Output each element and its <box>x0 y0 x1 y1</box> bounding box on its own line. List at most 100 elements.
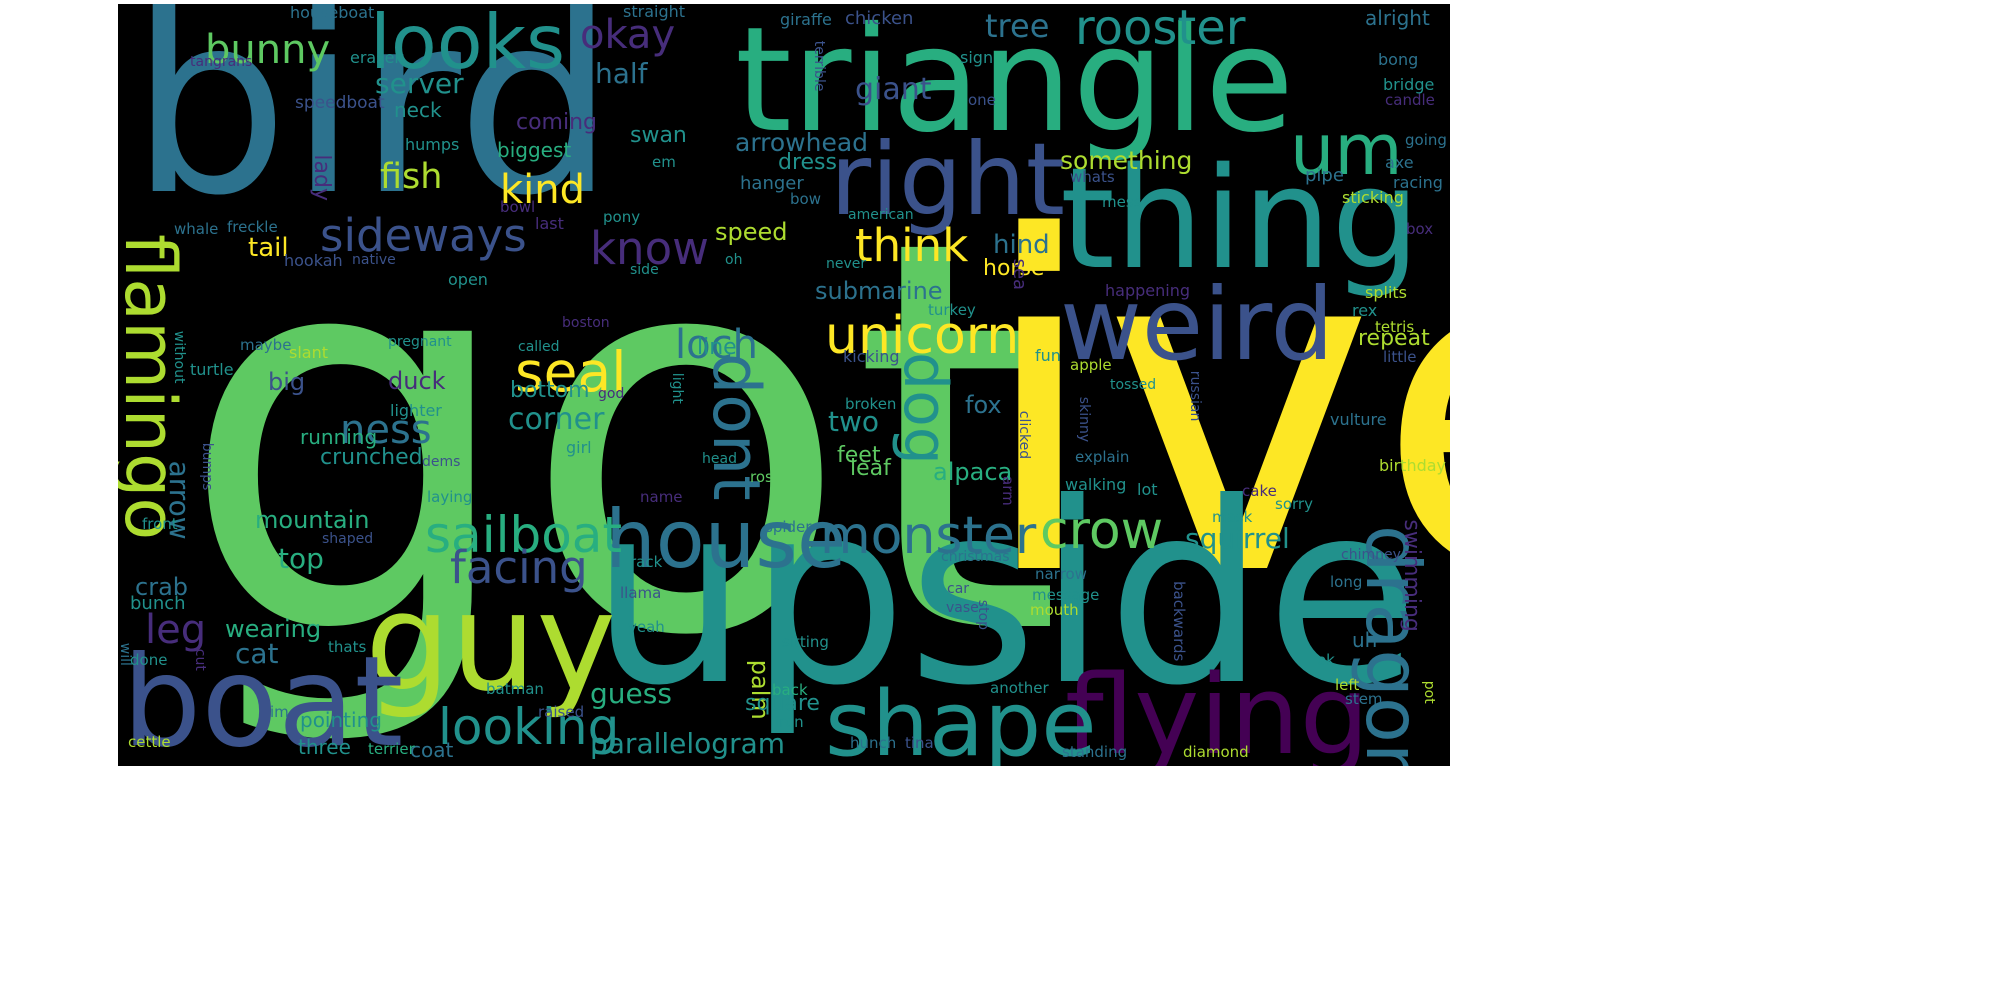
word-lady: lady <box>309 154 334 201</box>
word-ok: ok <box>1317 651 1335 669</box>
word-freckle: freckle <box>227 218 278 236</box>
word-hookah: hookah <box>284 251 343 270</box>
word-lot: lot <box>1137 480 1158 499</box>
word-name: name <box>640 488 683 506</box>
word-think: think <box>855 219 969 272</box>
word-pregnant: pregnant <box>388 334 452 350</box>
word-submarine: submarine <box>815 277 943 305</box>
word-whale: whale <box>174 220 219 238</box>
word-turtle: turtle <box>190 360 234 379</box>
word-top: top <box>278 542 324 575</box>
word-birthday: birthday <box>1379 456 1447 475</box>
word-chimney: chimney <box>1341 547 1401 563</box>
word-bridge: bridge <box>1383 75 1435 94</box>
word-two: two <box>828 405 880 438</box>
word-big: big <box>268 368 306 396</box>
word-bowl: bowl <box>500 198 536 216</box>
word-slant: slant <box>289 343 328 362</box>
word-fox: fox <box>965 391 1002 419</box>
word-three: three <box>298 735 351 759</box>
word-coat: coat <box>410 738 454 762</box>
word-standing: standing <box>1062 743 1128 761</box>
word-mountain: mountain <box>255 506 370 534</box>
word-stem: stem <box>1345 690 1383 708</box>
word-broken: broken <box>845 395 897 413</box>
word-shape: shape <box>825 672 1097 767</box>
word-iron: iron <box>775 713 804 731</box>
word-duck: duck <box>388 367 446 395</box>
word-um: um <box>1290 109 1403 191</box>
word-tina: tina <box>905 734 934 752</box>
word-dress: dress <box>778 150 837 175</box>
word-kind: kind <box>500 167 586 213</box>
word-weird: weird <box>1060 266 1334 383</box>
word-got: got <box>178 126 1063 754</box>
word-cut: cut <box>192 648 208 671</box>
word-looking: looking <box>438 698 620 756</box>
word-okay: okay <box>580 12 676 58</box>
word-upside: upside <box>590 449 1420 740</box>
word-open: open <box>448 270 488 289</box>
word-american: american <box>848 207 914 223</box>
word-native: native <box>352 252 396 268</box>
word-loch: loch <box>675 322 758 368</box>
word-know: know <box>590 222 709 275</box>
word-hind: hind <box>993 230 1050 260</box>
word-fun: fun <box>1035 346 1061 365</box>
word-giant: giant <box>855 72 932 107</box>
word-neck: neck <box>394 98 442 122</box>
word-hanger: hanger <box>740 173 804 194</box>
word-spider: spider <box>765 518 812 536</box>
word-something: something <box>1060 146 1193 175</box>
word-unicorn: unicorn <box>825 306 1020 366</box>
word-lighter: lighter <box>390 401 442 420</box>
word-bunch: bunch <box>130 593 186 614</box>
word-crunched: crunched <box>320 445 423 470</box>
word-skinny: skinny <box>1076 396 1092 443</box>
word-thing: thing <box>1060 138 1421 301</box>
word-clicked: clicked <box>1016 410 1032 460</box>
word-alpaca: alpaca <box>933 458 1013 486</box>
word-bottom: bottom <box>510 378 590 403</box>
word-sailboat: sailboat <box>425 506 623 564</box>
word-terrier: terrier <box>368 740 415 758</box>
word-vulture: vulture <box>1330 410 1387 429</box>
word-bird: bird <box>130 4 616 250</box>
word-racing: racing <box>1393 173 1443 192</box>
word-crab: crab <box>135 573 189 601</box>
word-monster: monster <box>820 506 1037 566</box>
word-splits: splits <box>1365 283 1407 302</box>
word-chicken: chicken <box>845 8 914 29</box>
word-parallelogram: parallelogram <box>590 727 786 760</box>
word-feet: feet <box>837 443 881 468</box>
word-em: em <box>652 153 676 171</box>
word-corner: corner <box>508 402 605 437</box>
word-fish: fish <box>380 157 443 197</box>
word-square: square <box>745 691 820 716</box>
word-kicking: kicking <box>843 347 900 366</box>
word-rose: rose <box>750 468 783 486</box>
word-guess: guess <box>590 677 672 710</box>
word-tossed: tossed <box>1110 377 1157 393</box>
word-last: last <box>535 214 564 233</box>
word-whats: whats <box>1070 168 1115 186</box>
word-raised: raised <box>538 703 585 721</box>
word-alright: alright <box>1365 6 1430 30</box>
word-turkey: turkey <box>928 301 976 319</box>
word-terrible: terrible <box>811 40 827 92</box>
word-diamond: diamond <box>1183 743 1249 761</box>
word-rex: rex <box>1352 301 1378 320</box>
word-sign: sign <box>960 48 994 67</box>
word-squirrel: squirrel <box>1185 522 1290 555</box>
word-llama: llama <box>620 584 662 602</box>
word-swan: swan <box>630 123 687 148</box>
word-speedboat: speedboat <box>295 93 385 113</box>
word-rooster: rooster <box>1075 4 1246 56</box>
word-house: house <box>605 493 847 586</box>
word-rack: rack <box>630 553 663 571</box>
word-facing: facing <box>450 541 588 594</box>
word-mess: mess <box>1102 193 1142 211</box>
word-flying: flying <box>1065 651 1370 766</box>
word-going: going <box>1405 131 1447 149</box>
